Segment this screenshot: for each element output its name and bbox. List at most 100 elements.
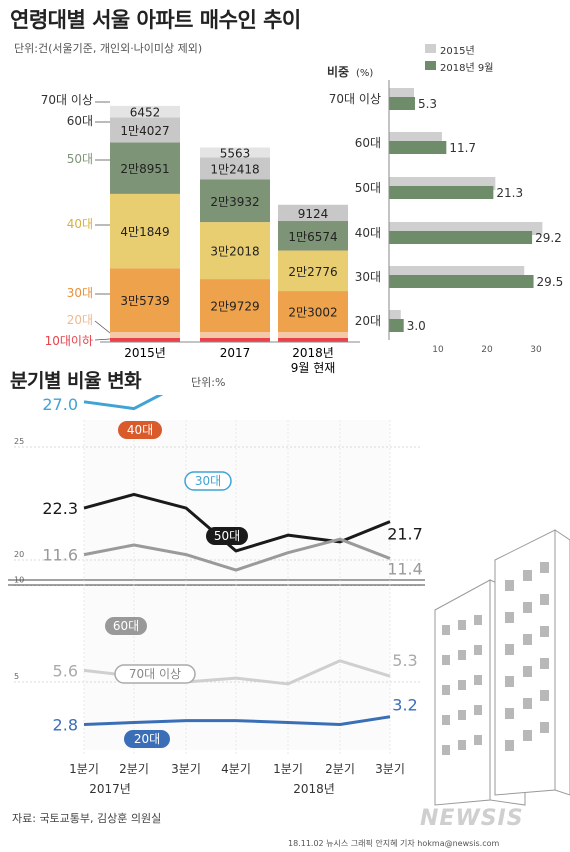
bar-segment (110, 268, 180, 332)
series-start-label: 27.0 (42, 395, 78, 414)
bar-segment (110, 332, 180, 338)
category-label: 2017 (220, 346, 251, 360)
series-end-label: 5.3 (392, 651, 417, 670)
series-name-label: 30대 (195, 474, 221, 488)
share-tick-label: 10 (432, 345, 444, 355)
share-category-label: 70대 이상 (329, 92, 381, 106)
age-label: 70대 이상 (41, 93, 93, 107)
credit-line: 18.11.02 뉴시스 그래픽 안지혜 기자 hokma@newsis.com (288, 839, 500, 848)
series-name-tag (184, 471, 232, 491)
share-value-label: 21.3 (496, 186, 523, 200)
x-tick-label: 4분기 (221, 762, 251, 776)
series-line (83, 715, 391, 726)
bar-segment (278, 338, 348, 342)
series-name-label: 70대 이상 (129, 667, 181, 681)
year-label: 2018년 (293, 782, 335, 796)
share-bar-2018 (389, 97, 415, 110)
bar-segment (278, 204, 348, 222)
bar-segment (200, 279, 270, 332)
year-label: 2017년 (89, 782, 131, 796)
share-category-label: 20대 (355, 314, 381, 328)
share-title-unit: (%) (356, 68, 373, 79)
bar-segment (110, 338, 180, 342)
leader-line (94, 338, 111, 341)
share-tick-label: 20 (481, 345, 493, 355)
series-start-label: 22.3 (42, 499, 78, 518)
x-tick-label: 3분기 (171, 762, 201, 776)
share-bar-2018 (389, 141, 447, 154)
legend-swatch-2015 (425, 44, 436, 53)
series-start-label: 11.6 (42, 546, 78, 565)
bar-segment (200, 332, 270, 338)
x-tick-label: 1분기 (69, 762, 99, 776)
y-tick-label: 5 (14, 672, 19, 681)
bar-value-label: 2만3002 (288, 306, 337, 320)
series-start-label: 2.8 (53, 715, 78, 734)
share-bar-2018 (389, 275, 534, 288)
share-bar-2018 (389, 319, 404, 332)
share-value-label: 5.3 (418, 97, 437, 111)
age-label: 10대이하 (45, 334, 93, 348)
series-end-label: 11.4 (387, 559, 423, 578)
y-tick-label: 20 (14, 550, 24, 559)
share-value-label: 11.7 (449, 141, 476, 155)
share-title: 비중 (327, 64, 349, 79)
category-label: 9월 현재 (291, 361, 336, 375)
share-category-label: 60대 (355, 136, 381, 150)
bar-value-label: 4만1849 (120, 225, 169, 239)
bar-value-label: 1만4027 (120, 124, 169, 138)
bar-value-label: 9124 (298, 207, 329, 221)
leader-line (94, 320, 111, 334)
bar-segment (110, 105, 180, 118)
series-start-label: 5.6 (53, 661, 78, 680)
bar-segment (110, 193, 180, 269)
bar-segment (278, 332, 348, 338)
share-value-label: 3.0 (407, 319, 426, 333)
bar-value-label: 1만6574 (288, 230, 337, 244)
bar-value-label: 6452 (130, 106, 161, 120)
share-bar-2018 (389, 231, 533, 244)
page-title: 연령대별 서울 아파트 매수인 추이 (10, 8, 301, 32)
share-category-label: 30대 (355, 270, 381, 284)
age-label: 30대 (67, 286, 93, 300)
y-tick-label: 25 (14, 437, 24, 446)
x-tick-label: 1분기 (273, 762, 303, 776)
section2-title: 분기별 비율 변화 (10, 370, 142, 392)
bar-segment (200, 147, 270, 158)
series-name-tag (105, 617, 147, 635)
age-label: 60대 (67, 114, 93, 128)
age-label: 20대 (67, 313, 93, 327)
bar-segment (110, 142, 180, 194)
share-value-label: 29.2 (535, 231, 562, 245)
bar-segment (200, 338, 270, 342)
unit-note: 단위:건(서울기준, 개인외·나이미상 제외) (14, 42, 203, 55)
bar-value-label: 2만2776 (288, 265, 337, 279)
series-name-tag (118, 421, 162, 439)
age-label: 40대 (67, 217, 93, 231)
source-note: 자료: 국토교통부, 김상훈 의원실 (12, 812, 162, 825)
x-tick-label: 2분기 (119, 762, 149, 776)
series-name-label: 50대 (214, 529, 240, 543)
bar-segment (200, 222, 270, 280)
share-bar-2015 (389, 310, 401, 323)
bar-segment (278, 221, 348, 251)
series-name-label: 40대 (127, 423, 153, 437)
apartment-illustration (434, 529, 570, 806)
bar-value-label: 5563 (220, 146, 251, 160)
series-end-label: 3.2 (392, 696, 417, 715)
share-category-label: 50대 (355, 181, 381, 195)
section2-unit: 단위:% (191, 376, 226, 389)
bar-value-label: 2만3932 (210, 195, 259, 209)
bar-value-label: 1만2418 (210, 162, 259, 176)
bar-value-label: 3만5739 (120, 294, 169, 308)
series-name-label: 20대 (134, 732, 160, 746)
legend-label-2015: 2015년 (440, 46, 475, 57)
watermark-logo: NEWSIS (420, 806, 524, 831)
category-label: 2015년 (124, 346, 166, 360)
bar-segment (200, 157, 270, 180)
share-category-label: 40대 (355, 226, 381, 240)
stacked-and-share-charts: 3만5739 4만1849 2만8951 1만4027 6452 2015년 2만9729 3… (41, 64, 563, 375)
age-label: 50대 (67, 152, 93, 166)
series-name-tag (124, 730, 170, 748)
bar-segment (110, 117, 180, 143)
